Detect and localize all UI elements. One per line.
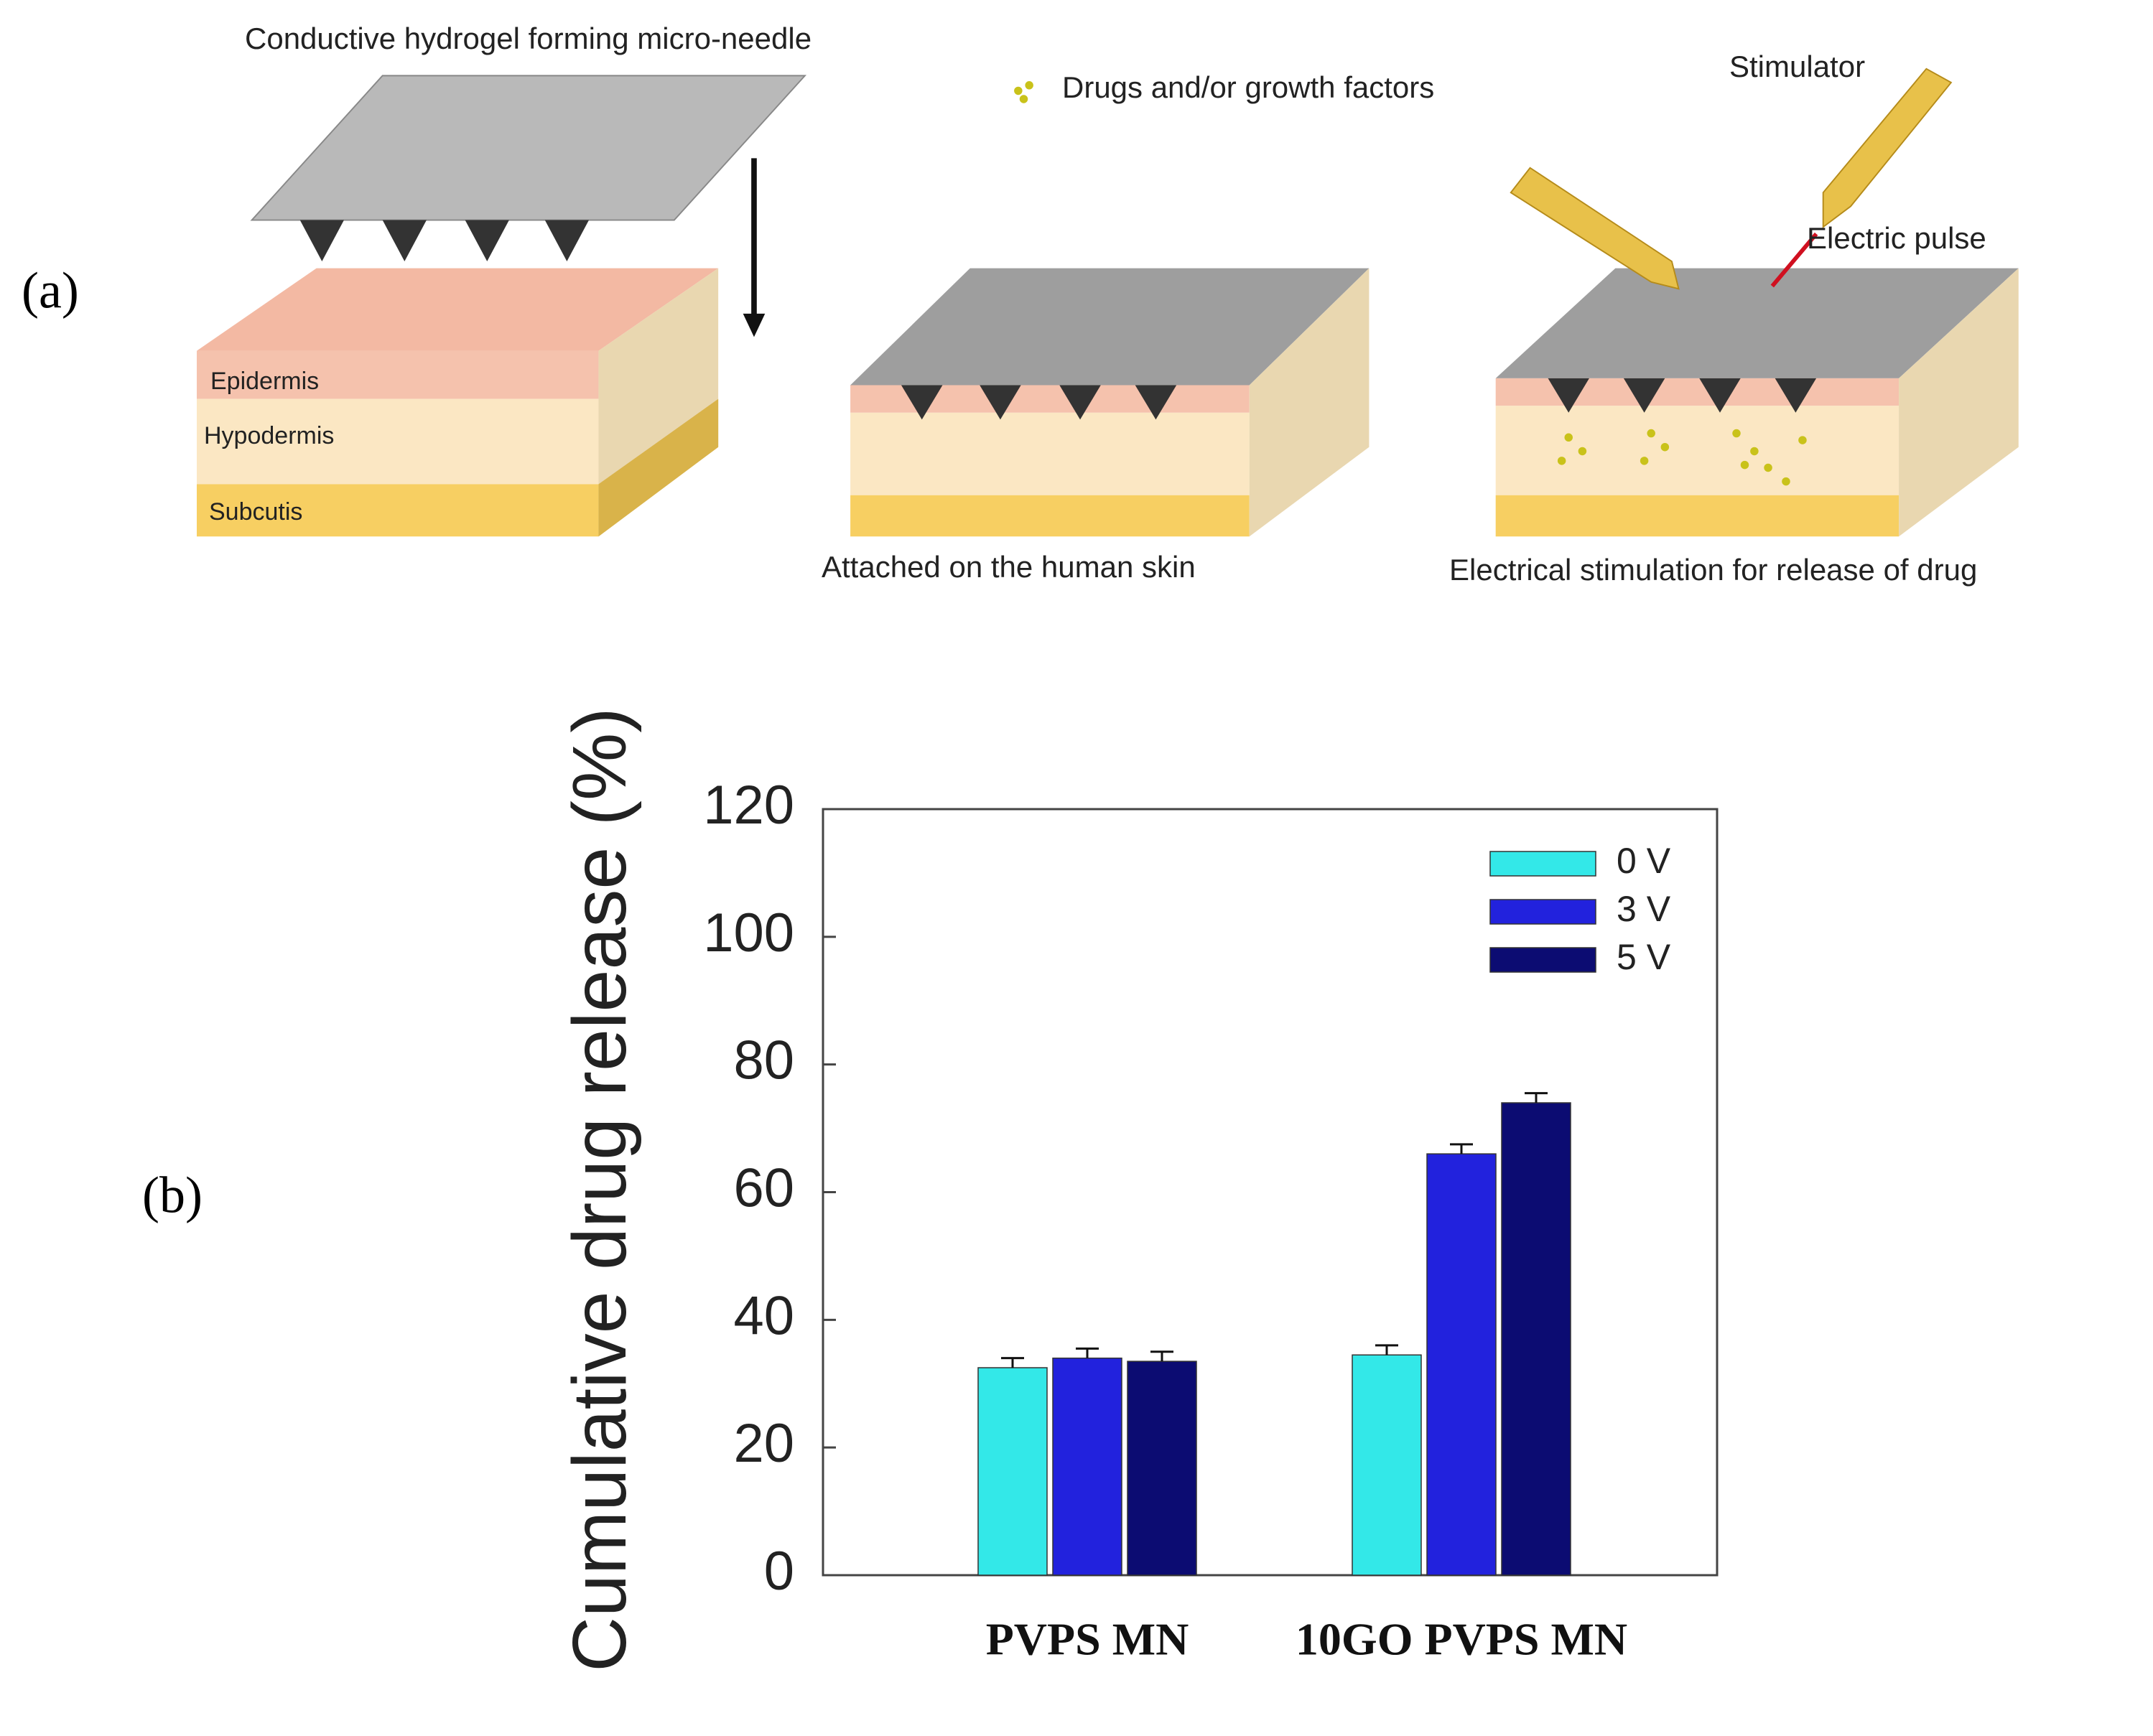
needle <box>465 220 509 262</box>
subcutis <box>196 484 599 537</box>
caption: Attached on the human skin <box>822 550 1196 584</box>
legend-label: 0 V <box>1617 841 1671 881</box>
needle <box>1775 378 1817 413</box>
layer-label: Epidermis <box>210 368 319 395</box>
drug-legend: Drugs and/or growth factors <box>1062 70 1434 104</box>
needle <box>1623 378 1665 413</box>
bar <box>1127 1361 1197 1576</box>
plate-label: Conductive hydrogel forming micro-needle <box>245 22 812 55</box>
hypodermis <box>850 412 1250 495</box>
y-axis-label: Cumulative drug release (%) <box>557 707 642 1671</box>
stimulator <box>1510 167 1680 290</box>
needle <box>382 220 427 262</box>
bar <box>1052 1357 1122 1576</box>
skin-side-low <box>598 398 719 537</box>
subcutis <box>850 495 1250 537</box>
skin-top <box>1495 268 2019 378</box>
y-tick-label: 0 <box>764 1541 794 1602</box>
needle-plate <box>250 75 807 221</box>
y-tick-label: 80 <box>733 1030 794 1091</box>
skin-top <box>196 268 719 351</box>
needle <box>901 385 943 420</box>
layer-label: Hypodermis <box>204 422 334 449</box>
panel-label: (b) <box>142 1167 203 1224</box>
stimulator-label: Stimulator <box>1729 50 1865 83</box>
y-tick-label: 20 <box>733 1413 794 1474</box>
skin-side <box>1899 268 2019 537</box>
electric-pulse <box>1770 232 1818 288</box>
pulse-label: Electric pulse <box>1807 221 1986 255</box>
y-tick-label: 120 <box>703 775 794 836</box>
drug-dots <box>1014 81 1807 486</box>
y-tick-label: 40 <box>733 1285 794 1346</box>
hypodermis <box>196 398 599 485</box>
bar <box>1426 1153 1497 1576</box>
diagram <box>196 67 2019 537</box>
y-tick-label: 60 <box>733 1158 794 1219</box>
legend-swatch <box>1489 899 1596 925</box>
caption: Electrical stimulation for release of dr… <box>1449 553 1977 587</box>
needle <box>1699 378 1741 413</box>
legend-swatch <box>1489 947 1596 973</box>
subcutis <box>1495 495 1899 537</box>
stimulator <box>1822 67 1953 229</box>
needle <box>980 385 1021 420</box>
legend-label: 5 V <box>1617 937 1671 977</box>
bar <box>1352 1354 1422 1576</box>
needle <box>1135 385 1177 420</box>
legend-swatch <box>1489 851 1596 877</box>
bar <box>1501 1102 1571 1576</box>
skin-top <box>850 268 1370 386</box>
needle <box>544 220 590 262</box>
x-tick-label: PVPS MN <box>986 1614 1189 1665</box>
bar <box>977 1367 1048 1576</box>
legend-label: 3 V <box>1617 889 1671 929</box>
hypodermis <box>1495 406 1899 495</box>
arrow-head <box>743 313 766 337</box>
panel-label: (a) <box>22 262 79 319</box>
x-tick-label: 10GO PVPS MN <box>1296 1614 1627 1665</box>
layer-label: Subcutis <box>209 498 302 526</box>
needle <box>299 220 344 262</box>
y-tick-label: 100 <box>703 902 794 963</box>
needle <box>1059 385 1101 420</box>
epidermis <box>196 350 599 399</box>
needle <box>1548 378 1589 413</box>
